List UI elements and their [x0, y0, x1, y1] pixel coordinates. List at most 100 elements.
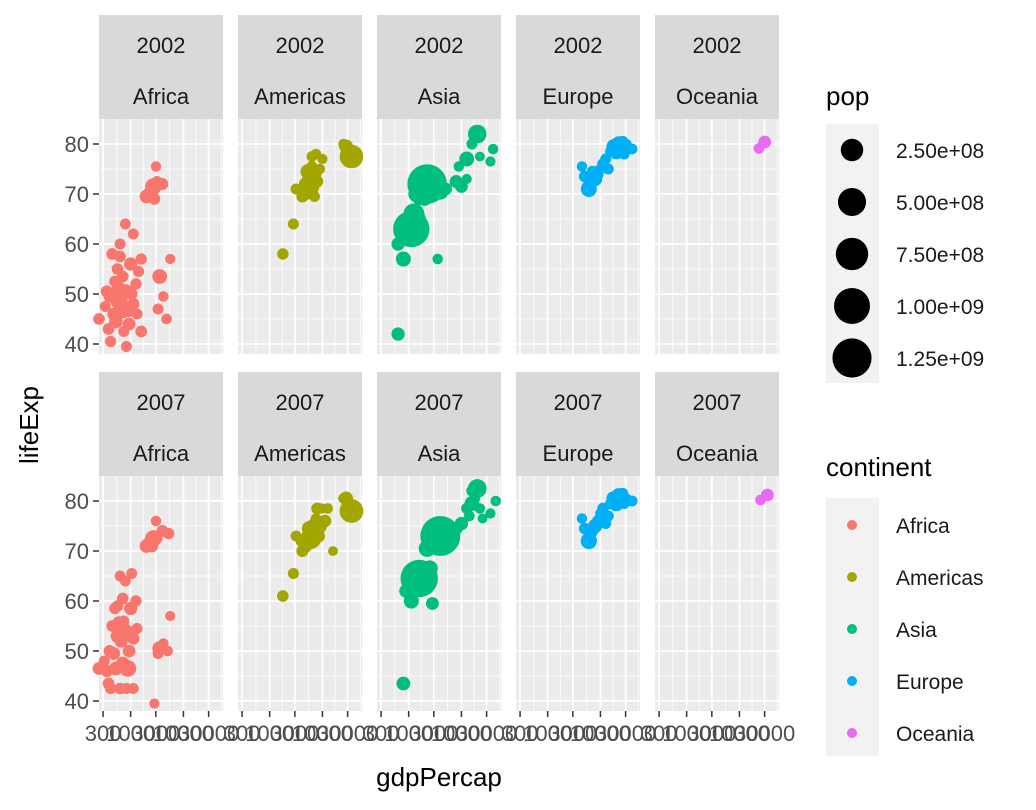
color-legend-key	[847, 728, 857, 738]
y-tick-label: 40	[65, 689, 89, 714]
data-point	[453, 161, 465, 172]
panel-africa-2002: 2002 Africa	[93, 15, 223, 354]
data-point	[576, 513, 588, 524]
y-tick-label: 80	[65, 489, 89, 514]
data-point	[127, 228, 139, 240]
data-point	[396, 676, 411, 691]
data-point	[427, 176, 443, 192]
data-point	[446, 531, 461, 546]
axes: 4050607080300100030001000030000405060708…	[65, 132, 796, 746]
y-tick-label: 70	[65, 182, 89, 207]
y-tick-label: 60	[65, 232, 89, 257]
panel-grid	[377, 476, 501, 711]
data-point	[98, 655, 110, 667]
panel-grid	[655, 119, 779, 354]
data-point	[114, 292, 128, 306]
x-tick-label: 300	[224, 721, 261, 746]
x-tick-label: 3000	[131, 721, 180, 746]
legends: pop 2.50e+08 5.00e+08 7.50e+08 1.00e+09 1.25e…	[826, 81, 984, 756]
panel-grid	[655, 476, 779, 711]
data-point	[621, 493, 632, 504]
data-point	[102, 323, 115, 335]
strip-africa-2007	[99, 372, 223, 476]
data-point	[119, 218, 131, 230]
strip-oceania-2007	[655, 372, 779, 476]
data-point	[114, 250, 126, 263]
data-point	[104, 682, 117, 695]
data-point	[338, 493, 349, 504]
data-point	[103, 290, 116, 303]
strip-continent-label: Asia	[418, 84, 462, 109]
strip-africa-2002	[99, 15, 223, 119]
data-point	[328, 546, 338, 556]
data-point	[449, 521, 463, 536]
data-point	[485, 508, 496, 519]
data-point	[125, 288, 138, 300]
strip-continent-label: Americas	[254, 441, 346, 466]
data-point	[421, 560, 438, 577]
strip-asia-2002	[377, 15, 501, 119]
strip-year-label: 2007	[693, 390, 742, 415]
data-point	[439, 182, 453, 196]
panel-europe-2002: 2002 Europe	[516, 15, 640, 354]
data-point	[127, 297, 140, 311]
strip-americas-2007	[238, 372, 362, 476]
strip-americas-2002	[238, 15, 362, 119]
panel-americas-2007: 2007 Americas	[238, 372, 364, 711]
x-tick-label: 10000	[153, 721, 214, 746]
size-legend-key	[834, 288, 870, 324]
data-point	[290, 530, 302, 542]
data-point	[395, 251, 411, 267]
data-point	[432, 253, 443, 265]
y-tick-label: 70	[65, 539, 89, 564]
strip-continent-label: Europe	[543, 84, 614, 109]
strip-oceania-2002	[655, 15, 779, 119]
x-tick-label: 30000	[734, 721, 795, 746]
strip-year-label: 2002	[554, 33, 603, 58]
data-point	[410, 211, 426, 227]
data-point	[399, 584, 413, 598]
color-legend-key	[847, 572, 857, 582]
panel-asia-2007: 2007 Asia	[377, 372, 501, 711]
x-tick-label: 300	[363, 721, 400, 746]
panel-background	[655, 476, 779, 711]
data-point	[107, 307, 121, 321]
data-point	[287, 567, 299, 580]
data-point	[621, 139, 632, 149]
strip-asia-2007	[377, 372, 501, 476]
data-point	[158, 638, 169, 649]
x-tick-label: 1000	[384, 721, 433, 746]
color-legend-label: Americas	[896, 567, 984, 590]
panel-background	[655, 119, 779, 354]
strip-continent-label: Oceania	[676, 441, 759, 466]
y-tick-label: 60	[65, 589, 89, 614]
strip-year-label: 2007	[276, 390, 325, 415]
data-point	[391, 237, 405, 251]
data-point	[310, 175, 324, 188]
strip-year-label: 2007	[554, 390, 603, 415]
size-legend-label: 2.50e+08	[896, 140, 984, 163]
x-tick-label: 30000	[178, 721, 239, 746]
data-point	[133, 265, 145, 278]
data-point	[151, 533, 163, 544]
x-tick-label: 10000	[292, 721, 353, 746]
data-point	[150, 515, 162, 527]
data-point	[115, 656, 130, 671]
data-point	[93, 313, 105, 325]
size-legend-label: 1.00e+09	[896, 296, 984, 319]
strip-europe-2002	[516, 15, 640, 119]
data-point	[120, 340, 132, 353]
color-legend-key	[847, 624, 857, 634]
y-tick-label: 50	[65, 639, 89, 664]
data-point	[474, 151, 485, 162]
data-point	[277, 248, 289, 260]
data-point	[605, 497, 617, 510]
strip-year-label: 2002	[415, 33, 464, 58]
data-point	[602, 163, 614, 175]
x-tick-label: 10000	[709, 721, 770, 746]
data-point	[118, 325, 130, 338]
x-tick-label: 10000	[431, 721, 492, 746]
size-legend-label: 1.25e+09	[896, 348, 984, 371]
strip-year-label: 2002	[693, 33, 742, 58]
